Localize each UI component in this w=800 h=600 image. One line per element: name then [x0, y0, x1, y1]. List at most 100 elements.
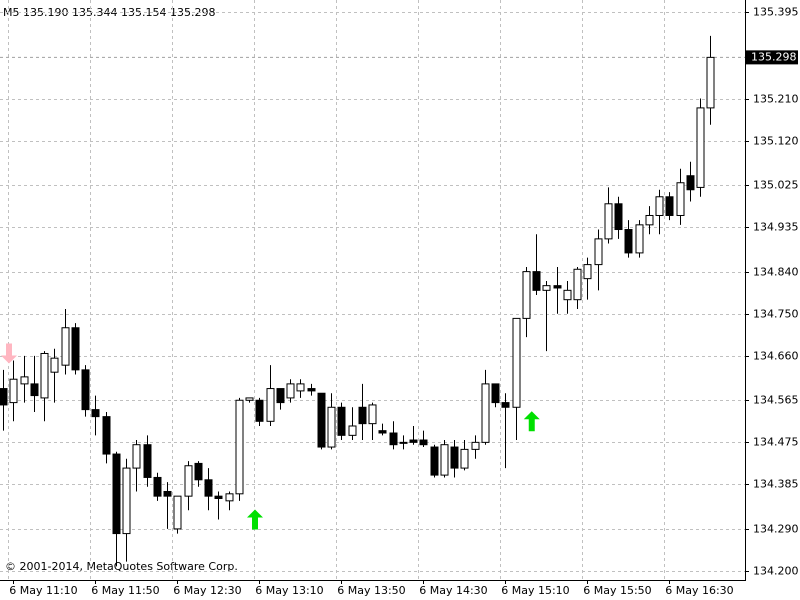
candle-body	[532, 271, 541, 291]
candle-body	[122, 467, 131, 535]
candle-body	[614, 203, 623, 231]
candle-body	[665, 196, 674, 216]
candle-body	[481, 383, 490, 443]
candle-body	[194, 462, 203, 481]
candle-body	[102, 416, 111, 455]
candle-body	[573, 268, 582, 301]
candle-body	[624, 229, 633, 254]
candle-body	[522, 271, 531, 319]
header: M5 135.190 135.344 135.154 135.298	[3, 6, 216, 19]
y-tick-label: 134.200	[753, 565, 799, 578]
candle-body	[153, 476, 162, 497]
candle-body	[327, 406, 336, 448]
candle-body	[266, 388, 275, 422]
y-tick-label: 134.290	[753, 523, 799, 536]
candle-body	[235, 399, 244, 495]
candle-body	[112, 453, 121, 535]
candle-body	[645, 214, 654, 226]
candle-body	[143, 444, 152, 478]
candle-body	[71, 327, 80, 371]
candle-body	[440, 444, 449, 476]
candle-body	[276, 388, 285, 404]
x-tick-label: 6 May 13:50	[337, 584, 405, 597]
y-tick-label: 135.120	[753, 135, 799, 148]
y-tick-label: 134.385	[753, 478, 799, 491]
y-tick-label: 134.840	[753, 266, 799, 279]
candle-body	[40, 352, 49, 399]
copyright: © 2001-2014, MetaQuotes Software Corp.	[5, 560, 238, 573]
signal-arrow	[523, 411, 540, 432]
candle-body	[419, 439, 428, 446]
candle-body	[358, 406, 367, 425]
candle-body	[553, 285, 562, 289]
candle-body	[337, 406, 346, 436]
x-tick-label: 6 May 13:10	[255, 584, 323, 597]
x-tick-label: 6 May 11:10	[9, 584, 77, 597]
candle-body	[225, 493, 234, 502]
candle-body	[563, 289, 572, 301]
header-high: 135.344	[72, 6, 118, 19]
candle-body	[655, 196, 664, 216]
y-tick-label: 135.395	[753, 6, 799, 19]
candle-body	[286, 383, 295, 399]
candle-body	[9, 378, 18, 404]
candle-body	[30, 383, 39, 397]
candle-body	[430, 446, 439, 476]
header-low: 135.154	[121, 6, 167, 19]
candle-body	[173, 495, 182, 530]
candle-body	[501, 402, 510, 408]
signal-arrow	[1, 343, 17, 364]
candle-body	[368, 404, 377, 425]
candle-body	[409, 439, 418, 443]
candle-body	[706, 56, 715, 109]
candle-body	[676, 182, 685, 216]
candle-body	[255, 399, 264, 422]
candle-body	[163, 490, 172, 497]
candle-body	[20, 376, 29, 385]
current-price-box	[746, 50, 798, 65]
x-tick-label: 6 May 12:30	[173, 584, 241, 597]
x-tick-label: 6 May 14:30	[419, 584, 487, 597]
candle-body	[317, 392, 326, 448]
candle-body	[245, 397, 254, 401]
candle-body	[450, 446, 459, 469]
signal-arrow	[247, 509, 263, 530]
candle-body	[471, 441, 480, 450]
y-tick-label: 134.935	[753, 221, 799, 234]
current-price-label: 135.298	[751, 50, 797, 63]
candle-body	[399, 441, 408, 444]
candle-body	[491, 383, 500, 404]
y-tick-label: 134.660	[753, 350, 799, 363]
candle-body	[132, 444, 141, 469]
candle-body	[204, 479, 213, 497]
y-tick-label: 135.210	[753, 93, 799, 106]
candle-body	[184, 465, 193, 497]
candle-body	[307, 388, 316, 392]
y-tick-label: 134.750	[753, 308, 799, 321]
header-open: 135.190	[23, 6, 69, 19]
x-tick-label: 6 May 15:50	[583, 584, 651, 597]
candle-body	[686, 175, 695, 191]
candle-body	[389, 432, 398, 446]
candle-body	[460, 448, 469, 469]
candle-body	[542, 285, 551, 291]
candle-body	[214, 495, 223, 499]
x-tick-label: 6 May 16:30	[665, 584, 733, 597]
candle-body	[50, 357, 59, 373]
candle-body	[696, 107, 705, 188]
candle-body	[635, 224, 644, 254]
x-tick-label: 6 May 11:50	[91, 584, 159, 597]
candle-body	[594, 238, 603, 266]
candle-body	[0, 388, 8, 406]
candle-body	[296, 383, 305, 392]
candle-body	[61, 327, 70, 366]
x-tick-label: 6 May 15:10	[501, 584, 569, 597]
candle-body	[512, 317, 521, 408]
timeframe: M5	[3, 6, 20, 19]
candle-body	[378, 430, 387, 434]
y-tick-label: 134.565	[753, 394, 799, 407]
y-tick-label: 134.475	[753, 436, 799, 449]
candle-body	[604, 203, 613, 240]
candle-body	[91, 409, 100, 418]
